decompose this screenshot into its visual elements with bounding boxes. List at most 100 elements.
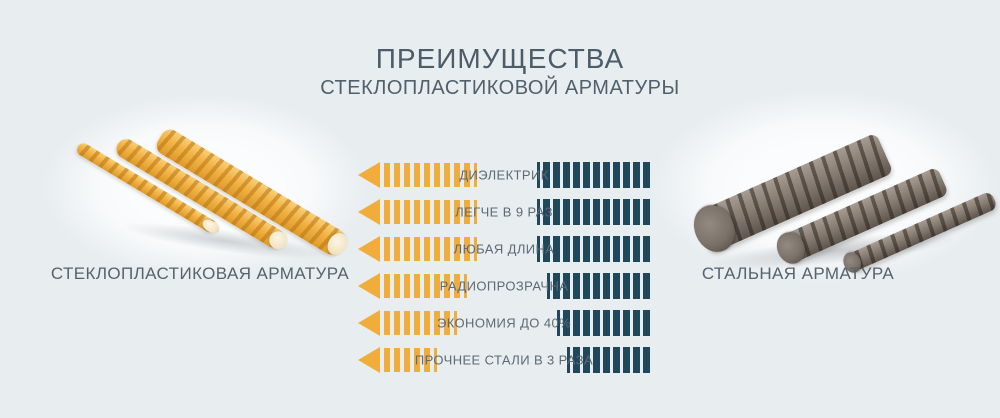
steel-bar-stripe <box>623 273 630 299</box>
arrow-stripe <box>434 237 440 261</box>
steel-bar-stripe <box>553 273 560 299</box>
arrow-stripe <box>414 200 420 224</box>
steel-bar-stripe <box>537 199 540 225</box>
steel-bar-stripe <box>593 162 600 188</box>
steel-bar-stripe <box>537 236 540 262</box>
steel-bar-stripe <box>593 199 600 225</box>
arrow-stripe <box>434 348 437 372</box>
advantage-arrow <box>358 273 467 299</box>
arrow-stripe <box>444 311 450 335</box>
comparison-row: ДИЭЛЕКТРИК <box>358 162 650 188</box>
steel-bar-stripe <box>537 162 540 188</box>
arrow-stripe <box>384 163 390 187</box>
arrow-stripe <box>394 163 400 187</box>
steel-bar-stripe <box>643 236 650 262</box>
steel-bar-stripe <box>633 347 640 373</box>
arrow-stripe <box>414 311 420 335</box>
steel-bars <box>554 310 650 336</box>
arrow-stripe <box>384 237 390 261</box>
steel-bar-stripe <box>643 273 650 299</box>
arrow-stripe <box>424 237 430 261</box>
steel-bar-stripe <box>547 273 550 299</box>
arrow-stripe <box>384 274 390 298</box>
arrow-stripe <box>444 200 450 224</box>
steel-bar-stripe <box>613 273 620 299</box>
steel-bar-stripe <box>623 162 630 188</box>
arrow-stripe <box>394 237 400 261</box>
steel-bar-stripe <box>593 236 600 262</box>
steel-bar-stripe <box>573 273 580 299</box>
steel-bar-stripe <box>593 310 600 336</box>
steel-bars <box>534 199 650 225</box>
steel-bar-stripe <box>623 347 630 373</box>
arrow-stripe <box>474 200 477 224</box>
arrow-stripe <box>404 348 410 372</box>
comparison-row: РАДИОПРОЗРАЧНА <box>358 273 650 299</box>
arrow-stripe <box>384 200 390 224</box>
advantage-label: ЭКОНОМИЯ ДО 40% <box>436 315 572 331</box>
fiberglass-label: СТЕКЛОПЛАСТИКОВАЯ АРМАТУРА <box>50 264 350 283</box>
arrow-stripe <box>454 311 457 335</box>
steel-bar-stripe <box>633 273 640 299</box>
steel-bar-stripe <box>633 310 640 336</box>
arrow-stripe <box>464 163 470 187</box>
steel-bar-stripe <box>557 310 560 336</box>
steel-bar-stripe <box>563 162 570 188</box>
steel-bar-stripe <box>543 236 550 262</box>
arrow-stripe <box>444 274 450 298</box>
steel-bar-stripe <box>553 236 560 262</box>
steel-bar-stripe <box>613 162 620 188</box>
steel-bar-stripe <box>593 273 600 299</box>
steel-bar-stripe <box>613 310 620 336</box>
arrow-stripe <box>444 163 450 187</box>
arrow-stripe <box>404 163 410 187</box>
steel-bar-stripe <box>573 199 580 225</box>
steel-bars <box>534 162 650 188</box>
advantage-label: ЛЕГЧЕ В 9 РАЗ <box>455 204 553 220</box>
steel-bar-stripe <box>583 162 590 188</box>
arrow-stripe <box>464 200 470 224</box>
steel-bar-stripe <box>603 236 610 262</box>
arrow-stripe <box>434 200 440 224</box>
advantage-arrow <box>358 310 457 336</box>
steel-bar-stripe <box>573 347 580 373</box>
steel-bar-stripe <box>603 310 610 336</box>
steel-bar-stripe <box>563 310 570 336</box>
steel-bar-stripe <box>623 310 630 336</box>
steel-bar-stripe <box>543 162 550 188</box>
arrow-stripe <box>434 311 440 335</box>
arrow-stripe <box>414 274 420 298</box>
steel-bar-stripe <box>643 199 650 225</box>
advantage-label: ПРОЧНЕЕ СТАЛИ В 3 РАЗА <box>414 352 594 368</box>
comparison-row: ЛЮБАЯ ДЛИНА <box>358 236 650 262</box>
comparison-row: ПРОЧНЕЕ СТАЛИ В 3 РАЗА <box>358 347 650 373</box>
steel-label: СТАЛЬНАЯ АРМАТУРА <box>701 264 895 283</box>
steel-bar-stripe <box>583 236 590 262</box>
arrow-stripe <box>404 237 410 261</box>
arrow-stripe <box>464 274 467 298</box>
steel-bar-stripe <box>633 199 640 225</box>
steel-bar-stripe <box>613 347 620 373</box>
steel-bar-stripe <box>613 199 620 225</box>
steel-bar-stripe <box>553 199 560 225</box>
advantage-arrow <box>358 162 477 188</box>
comparison-row: ЛЕГЧЕ В 9 РАЗ <box>358 199 650 225</box>
arrow-stripe <box>384 311 390 335</box>
steel-bar-stripe <box>563 273 570 299</box>
steel-bar-stripe <box>573 236 580 262</box>
steel-bar-stripe <box>633 236 640 262</box>
arrow-stripe <box>454 200 460 224</box>
steel-bar-stripe <box>563 199 570 225</box>
arrow-head-icon <box>358 162 380 188</box>
arrow-stripe <box>424 311 430 335</box>
title-line-2: СТЕКЛОПЛАСТИКОВОЙ АРМАТУРЫ <box>320 77 680 99</box>
arrow-stripe <box>424 200 430 224</box>
comparison-row: ЭКОНОМИЯ ДО 40% <box>358 310 650 336</box>
advantage-label: ЛЮБАЯ ДЛИНА <box>453 241 555 257</box>
arrow-stripe <box>394 274 400 298</box>
steel-bar-stripe <box>573 310 580 336</box>
advantage-label: ДИЭЛЕКТРИК <box>459 167 549 183</box>
steel-rebar-image <box>650 90 999 284</box>
steel-bar-stripe <box>583 310 590 336</box>
